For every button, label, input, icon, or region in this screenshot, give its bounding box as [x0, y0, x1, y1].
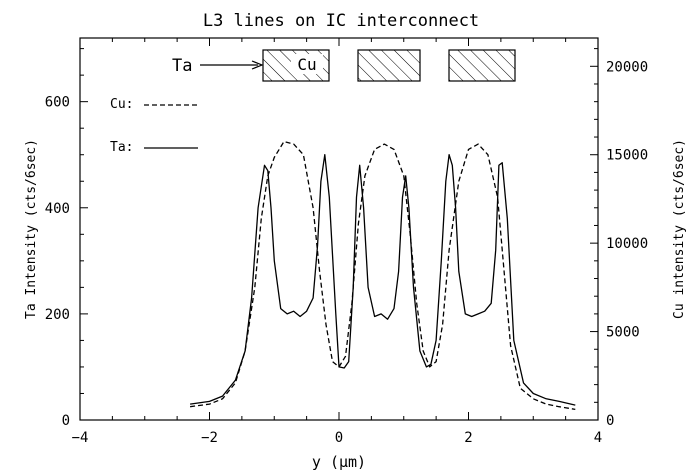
annotation-cu: Cu: [297, 55, 316, 74]
y-tick-label-right: 20000: [606, 59, 648, 75]
x-tick-label: −2: [201, 430, 218, 446]
y-tick-label-left: 200: [45, 307, 70, 323]
y-tick-label-left: 0: [62, 413, 70, 429]
series-line-cu: [190, 140, 576, 411]
x-tick-label: 4: [594, 430, 602, 446]
annotation-arrowhead: [251, 60, 264, 70]
x-tick-label: 2: [464, 430, 472, 446]
legend-label-ta: Ta:: [110, 140, 133, 155]
y-tick-label-left: 600: [45, 95, 70, 111]
cu-label-bg: [291, 54, 323, 74]
y-tick-label-right: 15000: [606, 148, 648, 164]
cu-line-box-3: [448, 49, 516, 82]
chart-title: L3 lines on IC interconnect: [203, 11, 479, 31]
x-tick-label: −4: [72, 430, 89, 446]
x-axis-label: y (μm): [312, 453, 366, 471]
legend-label-cu: Cu:: [110, 97, 133, 112]
y-tick-label-right: 0: [606, 413, 614, 429]
cu-line-box-2: [357, 49, 421, 82]
series-layer: [190, 140, 576, 411]
y-axis-label-right: Cu intensity (cts/6sec): [672, 139, 687, 319]
legend: Cu: Ta:: [110, 97, 198, 155]
y-tick-label-left: 400: [45, 201, 70, 217]
y-tick-label-right: 10000: [606, 236, 648, 252]
annotation-ta: Ta: [172, 56, 192, 76]
series-line-ta: [190, 154, 576, 406]
interconnect-schematic: Cu Ta: [172, 49, 516, 82]
y-axis-label-left: Ta Intensity (cts/6sec): [24, 139, 39, 319]
x-tick-label: 0: [335, 430, 343, 446]
y-tick-label-right: 5000: [606, 325, 640, 341]
